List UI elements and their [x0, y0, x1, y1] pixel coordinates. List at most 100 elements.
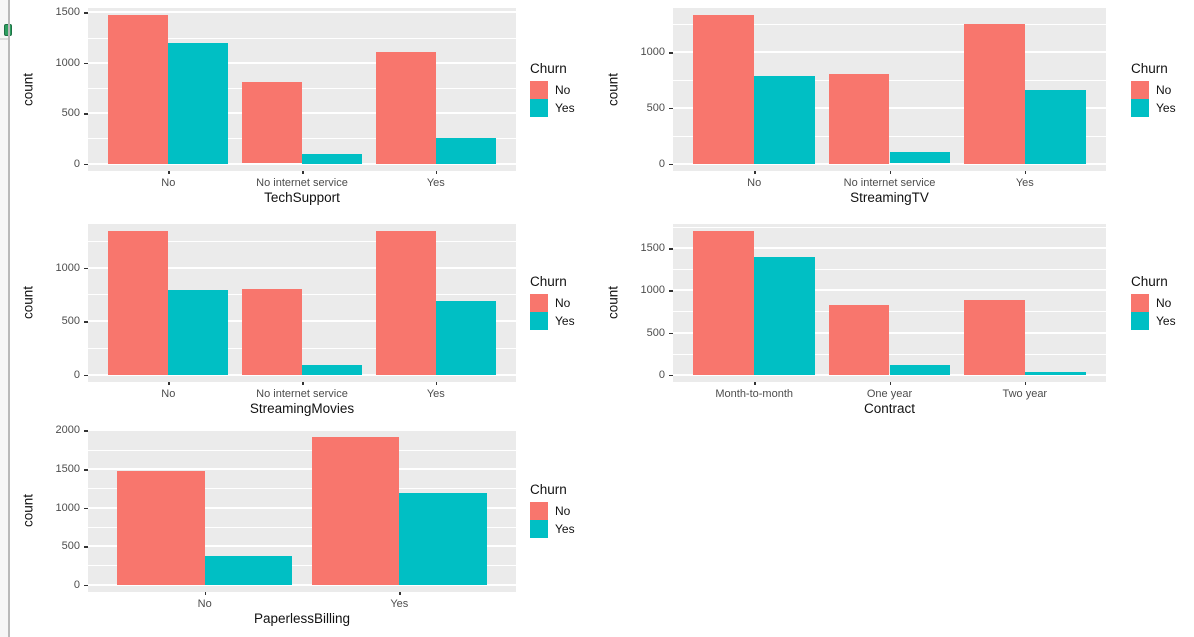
- major-gridline: [673, 247, 1106, 250]
- minor-gridline: [88, 138, 516, 140]
- x-tick-label: No internet service: [256, 177, 348, 189]
- minor-gridline: [88, 240, 516, 242]
- y-tick-mark: [669, 52, 673, 54]
- x-axis-title-paperlessbilling: PaperlessBilling: [253, 611, 351, 626]
- legend-entry-no: No: [530, 294, 592, 312]
- minor-gridline: [88, 488, 516, 490]
- bar-yes-yes: [1024, 89, 1086, 164]
- legend-key-yes-swatch: [1131, 312, 1149, 330]
- y-axis-title: count: [20, 493, 36, 528]
- y-tick-label: 1000: [55, 261, 80, 274]
- y-tick-label: 1500: [640, 242, 665, 255]
- bar-yes-no-internet-service: [302, 154, 363, 164]
- x-tick-label: Two year: [1002, 388, 1048, 400]
- x-tick-label: Yes: [1015, 177, 1034, 189]
- x-tick-label: Yes: [390, 598, 409, 610]
- y-tick-label: 0: [73, 578, 80, 591]
- minor-gridline: [88, 348, 516, 349]
- legend-key-yes-swatch: [1131, 98, 1149, 117]
- y-tick-mark: [84, 374, 88, 377]
- legend-key-no-swatch: [530, 502, 548, 520]
- major-gridline: [673, 289, 1106, 292]
- y-tick-mark: [84, 12, 88, 14]
- x-tick-mark: [399, 592, 401, 595]
- y-tick-label: 1500: [55, 6, 80, 19]
- legend-label-yes: Yes: [1156, 100, 1176, 115]
- bar-no-no: [693, 15, 755, 164]
- legend-key-no-swatch: [530, 80, 548, 99]
- x-tick-label: No: [161, 388, 176, 400]
- bar-yes-no: [754, 75, 816, 164]
- bar-no-yes: [963, 24, 1025, 164]
- bar-no-yes: [375, 231, 436, 375]
- bar-no-no: [108, 231, 169, 375]
- major-gridline: [673, 106, 1106, 109]
- y-axis-title: count: [605, 285, 621, 320]
- x-tick-mark: [889, 382, 891, 385]
- x-tick-label: No internet service: [256, 388, 348, 400]
- minor-gridline: [88, 449, 516, 451]
- y-tick-mark: [84, 267, 88, 270]
- minor-gridline: [88, 37, 516, 39]
- legend-entry-yes: Yes: [530, 312, 592, 330]
- legend-entry-no: No: [530, 502, 592, 520]
- x-axis-title-streamingtv: StreamingTV: [850, 190, 929, 205]
- pane-left-separator: [0, 38, 8, 40]
- y-tick-label: 0: [658, 157, 665, 170]
- legend-label-no: No: [555, 504, 571, 518]
- legend-key-yes-swatch: [530, 98, 548, 117]
- major-gridline: [673, 373, 1106, 376]
- y-tick-label: 500: [61, 315, 80, 328]
- minor-gridline: [673, 227, 1106, 228]
- major-gridline: [88, 583, 516, 586]
- bar-no-yes: [375, 52, 436, 164]
- legend-entry-yes: Yes: [1131, 98, 1193, 117]
- y-tick-label: 1000: [640, 284, 665, 297]
- pane-divider: [8, 0, 10, 637]
- y-tick-mark: [669, 163, 673, 166]
- x-tick-mark: [435, 171, 438, 174]
- major-gridline: [88, 112, 516, 115]
- bar-yes-no-internet-service: [889, 152, 951, 164]
- y-tick-label: 1500: [55, 463, 80, 475]
- y-tick-mark: [669, 332, 673, 335]
- y-tick-mark: [84, 507, 88, 509]
- y-tick-label: 500: [646, 326, 665, 339]
- x-tick-mark: [204, 592, 207, 595]
- x-tick-mark: [1024, 171, 1027, 174]
- bar-yes-yes: [435, 300, 496, 375]
- pane-left-margin: [0, 0, 8, 637]
- bar-no-no-internet-service: [241, 288, 302, 375]
- y-tick-label: 500: [61, 107, 80, 120]
- legend-contract: Churn No Yes: [1131, 274, 1193, 330]
- x-axis-title-techsupport: TechSupport: [264, 190, 340, 205]
- y-tick-label: 1000: [55, 56, 80, 69]
- legend-techsupport: Churn No Yes: [530, 61, 592, 117]
- bar-yes-no-internet-service: [302, 364, 363, 375]
- y-tick-mark: [669, 107, 673, 110]
- legend-label-yes: Yes: [1156, 314, 1176, 328]
- major-gridline: [88, 468, 516, 470]
- x-tick-label: Yes: [426, 177, 445, 189]
- bar-no-month-to-month: [693, 231, 755, 375]
- y-tick-mark: [84, 430, 88, 432]
- bar-yes-yes: [399, 492, 487, 585]
- x-tick-label: No: [747, 177, 762, 189]
- legend-key-no-swatch: [1131, 294, 1149, 312]
- major-gridline: [673, 51, 1106, 54]
- bar-no-yes: [311, 437, 400, 585]
- legend-key-no-swatch: [530, 294, 548, 312]
- x-tick-mark: [1024, 382, 1027, 385]
- x-tick-label: Yes: [426, 388, 445, 400]
- major-gridline: [673, 162, 1106, 165]
- major-gridline: [88, 61, 516, 64]
- x-tick-label: No: [197, 598, 212, 610]
- x-axis-title-streamingmovies: StreamingMovies: [249, 401, 355, 416]
- bar-yes-no: [168, 42, 229, 164]
- bar-yes-two-year: [1024, 371, 1086, 375]
- legend-label-no: No: [555, 82, 571, 97]
- minor-gridline: [673, 269, 1106, 271]
- y-tick-label: 1000: [55, 501, 80, 514]
- y-tick-mark: [669, 374, 673, 377]
